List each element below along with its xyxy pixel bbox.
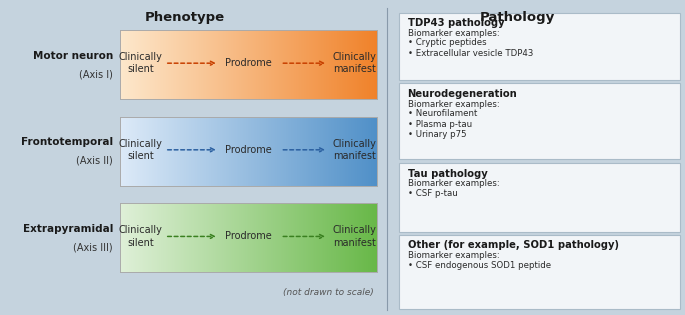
Text: Clinically
manifest: Clinically manifest: [333, 139, 377, 161]
Text: • CSF endogenous SOD1 peptide: • CSF endogenous SOD1 peptide: [408, 261, 551, 270]
Text: Clinically
manifest: Clinically manifest: [333, 225, 377, 248]
FancyBboxPatch shape: [399, 163, 680, 232]
Text: • Cryptic peptides: • Cryptic peptides: [408, 38, 486, 48]
Text: Neurodegeneration: Neurodegeneration: [408, 89, 517, 99]
Text: Clinically
manifest: Clinically manifest: [333, 52, 377, 74]
Text: Extrapyramidal: Extrapyramidal: [23, 224, 113, 234]
FancyArrowPatch shape: [283, 234, 323, 238]
Text: (Axis II): (Axis II): [76, 156, 113, 166]
Text: Tau pathology: Tau pathology: [408, 169, 487, 179]
Text: (not drawn to scale): (not drawn to scale): [283, 288, 373, 297]
FancyBboxPatch shape: [399, 13, 680, 80]
FancyArrowPatch shape: [283, 61, 323, 65]
Text: Other (for example, SOD1 pathology): Other (for example, SOD1 pathology): [408, 240, 619, 250]
Text: Motor neuron: Motor neuron: [33, 51, 113, 61]
Text: • Extracellular vesicle TDP43: • Extracellular vesicle TDP43: [408, 49, 533, 58]
Text: TDP43 pathology: TDP43 pathology: [408, 18, 504, 28]
Text: Prodrome: Prodrome: [225, 58, 272, 68]
Text: Biomarker examples:: Biomarker examples:: [408, 29, 499, 38]
Text: Clinically
silent: Clinically silent: [119, 139, 162, 161]
FancyArrowPatch shape: [168, 148, 214, 152]
Text: Biomarker examples:: Biomarker examples:: [408, 179, 499, 188]
Text: Frontotemporal: Frontotemporal: [21, 137, 113, 147]
Text: Biomarker examples:: Biomarker examples:: [408, 251, 499, 260]
Text: Phenotype: Phenotype: [145, 11, 225, 24]
Text: Prodrome: Prodrome: [225, 232, 272, 241]
Text: Clinically
silent: Clinically silent: [119, 225, 162, 248]
Text: • Urinary p75: • Urinary p75: [408, 130, 466, 139]
Text: Clinically
silent: Clinically silent: [119, 52, 162, 74]
Text: Pathology: Pathology: [479, 11, 555, 24]
Text: Biomarker examples:: Biomarker examples:: [408, 100, 499, 109]
Text: • Plasma p-tau: • Plasma p-tau: [408, 120, 472, 129]
Text: • CSF p-tau: • CSF p-tau: [408, 189, 458, 198]
FancyBboxPatch shape: [399, 235, 680, 309]
FancyArrowPatch shape: [168, 61, 214, 65]
FancyArrowPatch shape: [168, 234, 214, 238]
Text: (Axis I): (Axis I): [79, 69, 113, 79]
Text: • Neurofilament: • Neurofilament: [408, 109, 477, 118]
FancyBboxPatch shape: [399, 83, 680, 159]
Text: Prodrome: Prodrome: [225, 145, 272, 155]
Text: (Axis III): (Axis III): [73, 242, 113, 252]
FancyArrowPatch shape: [283, 148, 323, 152]
